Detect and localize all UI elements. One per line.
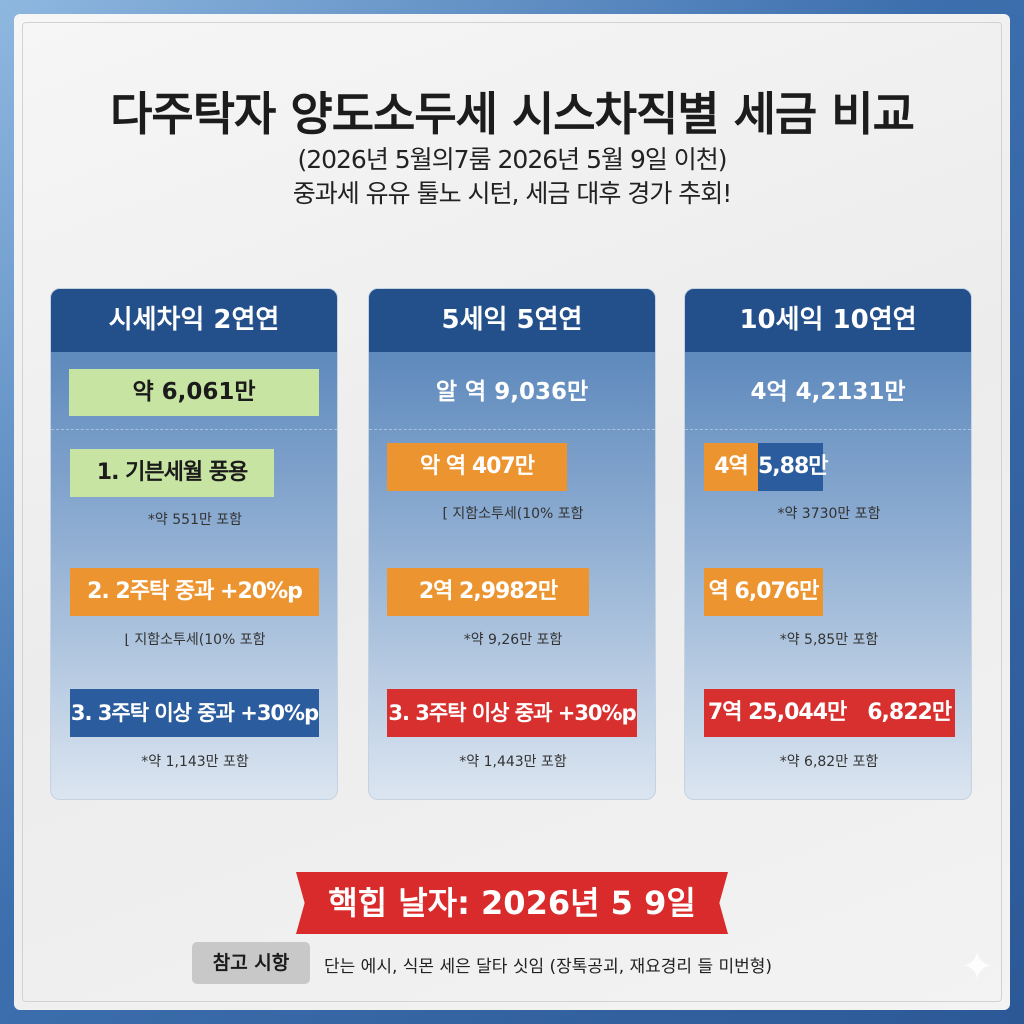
card-10-years: 10세익 10연연 4억 4,2131만 4역 5,88만 *약 3730만 포… — [684, 288, 972, 800]
item-note: *약 5,85만 포함 — [779, 632, 879, 648]
item-note: *약 551만 포함 — [147, 512, 243, 528]
card-main-value: 4억 4,2131만 — [750, 379, 906, 405]
card-main-value: 약 6,061만 — [69, 369, 319, 416]
divider — [369, 429, 655, 430]
card-header: 시세차익 2연연 — [51, 289, 337, 352]
item-label: 1. 기븐세월 풍용 — [70, 449, 274, 497]
item-label: 3. 3주탁 이상 중과 +30%p — [70, 689, 319, 737]
card-main-value: 알 역 9,036만 — [435, 379, 589, 405]
item-note: ⌊ 지함소투세(10% 포함 — [124, 632, 266, 648]
divider — [685, 429, 971, 430]
key-date-banner: 핵힙 날자: 2026년 5 9일 — [296, 872, 728, 934]
item-note: *약 3730만 포함 — [777, 506, 881, 522]
item-note: *약 6,82만 포함 — [779, 754, 879, 770]
item-label-part-b: 5,88만 — [758, 443, 829, 491]
item-label-part-a: 4역 — [704, 443, 758, 491]
item-label: 역 6,076만 — [704, 568, 823, 616]
reference-label: 참고 시항 — [192, 942, 310, 984]
card-5-years: 5세익 5연연 알 역 9,036만 악 역 407만 [ 지함소투세(10% … — [368, 288, 656, 800]
card-2-years: 시세차익 2연연 약 6,061만 1. 기븐세월 풍용 *약 551만 포함 … — [50, 288, 338, 800]
card-header: 10세익 10연연 — [685, 289, 971, 352]
page-title: 다주탁자 양도소두세 시스차직별 세금 비교 — [110, 87, 915, 141]
item-note: [ 지함소투세(10% 포함 — [442, 506, 584, 522]
item-label: 2. 2주탁 중과 +20%p — [70, 568, 319, 616]
item-note: *약 1,143만 포함 — [141, 754, 249, 770]
subtitle-message: 중과세 유유 툴노 시턴, 세금 대후 경가 추회! — [292, 179, 733, 208]
card-header: 5세익 5연연 — [369, 289, 655, 352]
item-note: *약 1,443만 포함 — [459, 754, 567, 770]
reference-text: 단는 에시, 식몬 세은 달타 싯임 (장톡공괴, 재요경리 들 미번형) — [324, 957, 773, 977]
subtitle-dates: (2026년 5월의7룸 2026년 5월 9일 이천) — [297, 145, 727, 174]
item-label: 2역 2,9982만 — [387, 568, 589, 616]
item-label: 3. 3주탁 이상 중과 +30%p — [387, 689, 637, 737]
item-note: *약 9,26만 포함 — [463, 632, 563, 648]
divider — [51, 429, 337, 430]
item-label: 7역 25,044만 6,822만 — [704, 689, 955, 737]
sparkle-icon: ✦ — [960, 944, 994, 990]
item-label: 악 역 407만 — [387, 443, 567, 491]
